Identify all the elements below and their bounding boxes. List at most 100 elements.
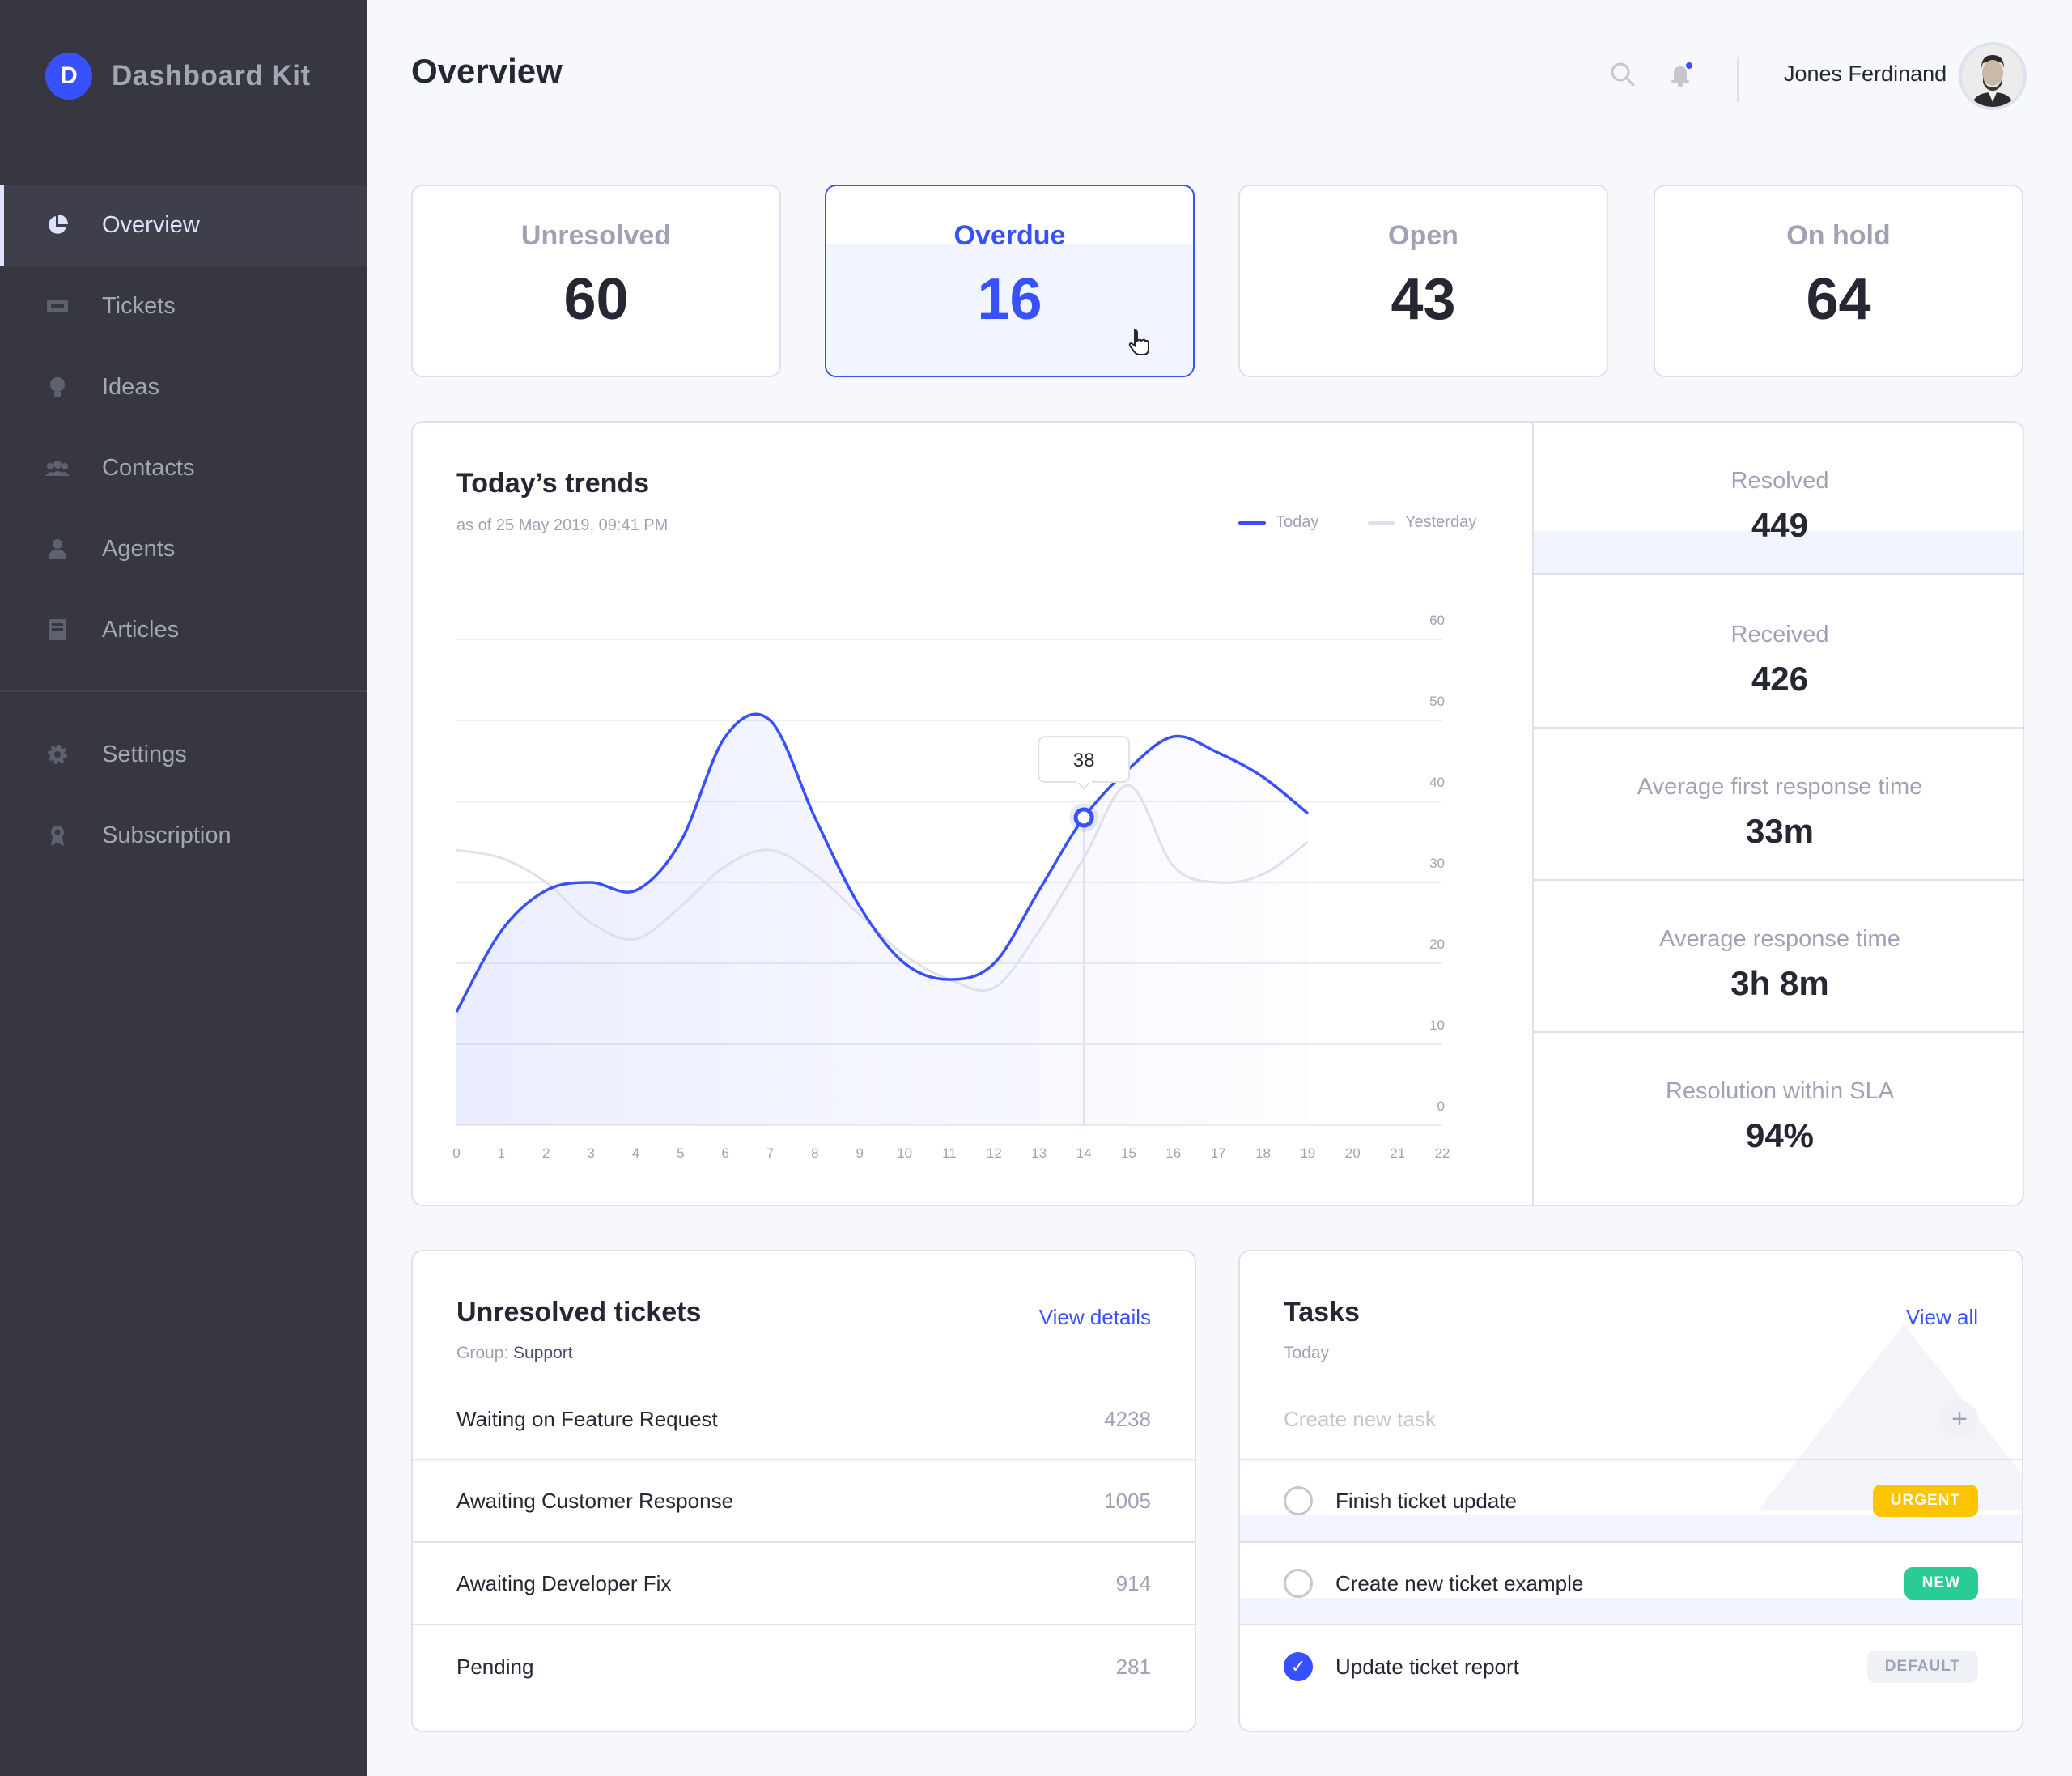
users-icon bbox=[45, 456, 70, 480]
legend-swatch bbox=[1368, 520, 1395, 525]
side-stat-value: 426 bbox=[1751, 660, 1809, 698]
legend-swatch bbox=[1238, 520, 1266, 525]
x-tick-label: 22 bbox=[1435, 1145, 1450, 1161]
sidebar-item-label: Contacts bbox=[102, 454, 195, 481]
sidebar-item-label: Overview bbox=[102, 211, 200, 238]
row-label: Waiting on Feature Request bbox=[456, 1406, 718, 1431]
tasks-subtitle: Today bbox=[1284, 1344, 1330, 1362]
x-tick-label: 2 bbox=[542, 1145, 550, 1161]
sidebar-item-tickets[interactable]: Tickets bbox=[0, 266, 367, 346]
list-item[interactable]: Waiting on Feature Request 4238 bbox=[413, 1379, 1195, 1460]
x-tick-label: 15 bbox=[1121, 1145, 1136, 1161]
task-item[interactable]: ✓ Update ticket report DEFAULT bbox=[1240, 1625, 2022, 1708]
task-checkbox[interactable] bbox=[1284, 1486, 1313, 1515]
task-label: Create new ticket example bbox=[1335, 1570, 1584, 1595]
unresolved-tickets-panel: Unresolved tickets View details Group: S… bbox=[411, 1250, 1196, 1732]
status-badge[interactable]: NEW bbox=[1904, 1567, 1978, 1600]
status-badge[interactable]: URGENT bbox=[1872, 1485, 1978, 1517]
side-stat-avg-first-response[interactable]: Average first response time 33m bbox=[1534, 729, 2023, 881]
sidebar-item-subscription[interactable]: Subscription bbox=[0, 795, 367, 876]
sidebar-item-label: Subscription bbox=[102, 822, 231, 848]
create-task-input[interactable]: Create new task + bbox=[1240, 1379, 2022, 1460]
side-stat-avg-response[interactable]: Average response time 3h 8m bbox=[1534, 881, 2023, 1033]
status-badge[interactable]: DEFAULT bbox=[1866, 1651, 1978, 1683]
stat-card-on-hold[interactable]: On hold 64 bbox=[1654, 185, 2023, 377]
legend-label: Yesterday bbox=[1405, 513, 1477, 531]
row-label: Pending bbox=[456, 1654, 534, 1679]
task-item[interactable]: Finish ticket update URGENT bbox=[1240, 1460, 2022, 1543]
y-tick-label: 40 bbox=[1429, 775, 1445, 790]
y-tick-label: 20 bbox=[1429, 937, 1445, 952]
stat-label: Open bbox=[1388, 220, 1458, 251]
x-tick-label: 1 bbox=[498, 1145, 505, 1161]
x-tick-label: 8 bbox=[811, 1145, 818, 1161]
tooltip-pointer-mask bbox=[1076, 780, 1093, 783]
list-item[interactable]: Awaiting Developer Fix 914 bbox=[413, 1543, 1195, 1625]
y-tick-label: 10 bbox=[1429, 1018, 1445, 1033]
x-tick-label: 21 bbox=[1390, 1145, 1405, 1161]
sidebar-item-contacts[interactable]: Contacts bbox=[0, 427, 367, 508]
main-nav: Overview Tickets Ideas Contacts Agents bbox=[0, 185, 367, 670]
sidebar-item-overview[interactable]: Overview bbox=[0, 185, 367, 266]
brand-name: Dashboard Kit bbox=[112, 60, 311, 91]
gear-icon bbox=[45, 742, 70, 767]
side-stat-label: Average response time bbox=[1659, 926, 1900, 952]
side-stat-sla[interactable]: Resolution within SLA 94% bbox=[1534, 1033, 2023, 1185]
x-tick-label: 19 bbox=[1300, 1145, 1315, 1161]
avatar[interactable] bbox=[1959, 42, 2027, 110]
row-label: Awaiting Customer Response bbox=[456, 1488, 734, 1513]
sidebar-item-settings[interactable]: Settings bbox=[0, 714, 367, 795]
stat-card-unresolved[interactable]: Unresolved 60 bbox=[411, 185, 781, 377]
side-stat-resolved[interactable]: Resolved 449 bbox=[1534, 423, 2023, 575]
sidebar-item-agents[interactable]: Agents bbox=[0, 508, 367, 589]
task-item[interactable]: Create new ticket example NEW bbox=[1240, 1543, 2022, 1625]
search-icon[interactable] bbox=[1607, 58, 1639, 91]
yesterday-series-line bbox=[456, 784, 1309, 992]
x-tick-label: 0 bbox=[452, 1145, 460, 1161]
brand[interactable]: D Dashboard Kit bbox=[45, 52, 311, 100]
panel-title: Unresolved tickets bbox=[456, 1297, 702, 1328]
stat-value: 64 bbox=[1806, 267, 1871, 332]
row-count: 914 bbox=[1115, 1570, 1151, 1595]
legend-yesterday[interactable]: Yesterday bbox=[1368, 513, 1476, 532]
y-tick-label: 50 bbox=[1429, 694, 1445, 709]
secondary-nav: Settings Subscription bbox=[0, 714, 367, 876]
x-tick-label: 20 bbox=[1345, 1145, 1361, 1161]
bell-icon[interactable] bbox=[1665, 58, 1697, 91]
list-item[interactable]: Pending 281 bbox=[413, 1625, 1195, 1708]
agent-icon bbox=[45, 537, 70, 561]
group-value: Support bbox=[513, 1344, 573, 1362]
add-task-button[interactable]: + bbox=[1941, 1400, 1978, 1438]
sidebar-divider bbox=[0, 690, 367, 692]
stat-card-open[interactable]: Open 43 bbox=[1238, 185, 1608, 377]
x-tick-label: 9 bbox=[856, 1145, 864, 1161]
view-all-link[interactable]: View all bbox=[1905, 1305, 1978, 1329]
brand-logo: D bbox=[45, 53, 92, 100]
x-tick-label: 7 bbox=[766, 1145, 774, 1161]
task-checkbox[interactable] bbox=[1284, 1569, 1313, 1598]
sidebar: D Dashboard Kit Overview Tickets Ideas bbox=[0, 0, 367, 1776]
x-tick-label: 5 bbox=[677, 1145, 684, 1161]
stat-card-overdue[interactable]: Overdue 16 bbox=[825, 185, 1195, 377]
task-checkbox-checked[interactable]: ✓ bbox=[1284, 1652, 1313, 1681]
pie-chart-icon bbox=[45, 213, 70, 237]
sidebar-item-articles[interactable]: Articles bbox=[0, 589, 367, 670]
side-stat-value: 94% bbox=[1745, 1116, 1815, 1154]
highlight-point bbox=[1073, 807, 1094, 828]
stat-label: On hold bbox=[1786, 220, 1891, 251]
side-stat-received[interactable]: Received 426 bbox=[1534, 576, 2023, 729]
view-details-link[interactable]: View details bbox=[1038, 1305, 1151, 1329]
x-tick-label: 12 bbox=[987, 1145, 1002, 1161]
sidebar-item-label: Ideas bbox=[102, 373, 159, 400]
legend-today[interactable]: Today bbox=[1238, 513, 1318, 532]
user-name[interactable]: Jones Ferdinand bbox=[1784, 62, 1947, 86]
checkmark-icon: ✓ bbox=[1290, 1656, 1306, 1676]
x-tick-label: 14 bbox=[1076, 1145, 1092, 1161]
x-tick-label: 6 bbox=[721, 1145, 728, 1161]
x-tick-label: 3 bbox=[587, 1145, 594, 1161]
list-item[interactable]: Awaiting Customer Response 1005 bbox=[413, 1460, 1195, 1543]
stat-value: 60 bbox=[563, 267, 629, 332]
ticket-icon bbox=[45, 294, 70, 318]
sidebar-item-ideas[interactable]: Ideas bbox=[0, 346, 367, 427]
